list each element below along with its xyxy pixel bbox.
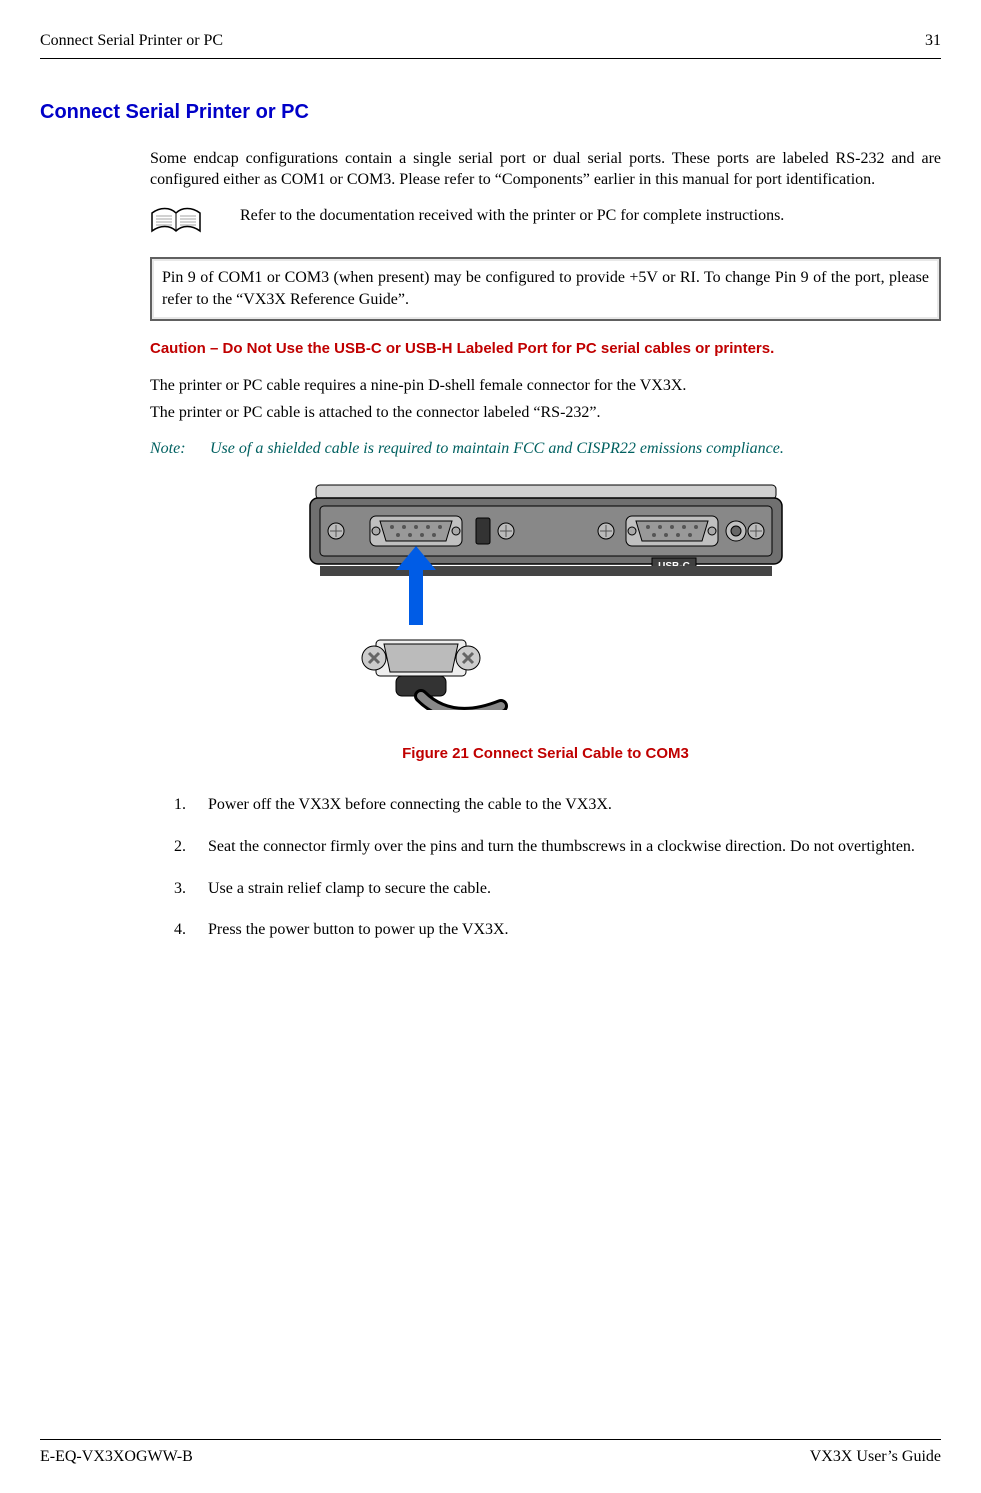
header-rule bbox=[40, 58, 941, 59]
refer-row: Refer to the documentation received with… bbox=[150, 205, 941, 244]
page-footer: E-EQ-VX3XOGWW-B VX3X User’s Guide bbox=[40, 1439, 941, 1468]
document-page: Connect Serial Printer or PC 31 Connect … bbox=[0, 0, 981, 1493]
open-book-icon bbox=[150, 207, 210, 244]
step-item: Press the power button to power up the V… bbox=[190, 919, 941, 941]
device-illustration: USB-C bbox=[296, 480, 796, 717]
note-body: Use of a shielded cable is required to m… bbox=[210, 438, 941, 460]
refer-text: Refer to the documentation received with… bbox=[240, 205, 941, 227]
step-item: Seat the connector firmly over the pins … bbox=[190, 836, 941, 858]
body-paragraph-2: The printer or PC cable is attached to t… bbox=[150, 402, 941, 424]
info-box: Pin 9 of COM1 or COM3 (when present) may… bbox=[150, 257, 941, 320]
header-left: Connect Serial Printer or PC bbox=[40, 30, 223, 52]
note-label: Note: bbox=[150, 438, 210, 460]
footer-rule bbox=[40, 1439, 941, 1440]
figure-wrap: USB-C bbox=[150, 480, 941, 717]
step-item: Use a strain relief clamp to secure the … bbox=[190, 878, 941, 900]
footer-left: E-EQ-VX3XOGWW-B bbox=[40, 1446, 193, 1468]
footer-right: VX3X User’s Guide bbox=[810, 1446, 941, 1468]
intro-paragraph: Some endcap configurations contain a sin… bbox=[150, 148, 941, 191]
steps-list: Power off the VX3X before connecting the… bbox=[190, 794, 941, 940]
serial-cable-connector bbox=[362, 640, 501, 710]
page-header-row: Connect Serial Printer or PC 31 bbox=[40, 30, 941, 52]
note-block: Note: Use of a shielded cable is require… bbox=[150, 438, 941, 460]
content-block: Some endcap configurations contain a sin… bbox=[150, 148, 941, 941]
caution-text: Caution – Do Not Use the USB-C or USB-H … bbox=[150, 339, 941, 359]
section-heading: Connect Serial Printer or PC bbox=[40, 99, 941, 126]
footer-row: E-EQ-VX3XOGWW-B VX3X User’s Guide bbox=[40, 1446, 941, 1468]
page-number: 31 bbox=[925, 30, 941, 52]
body-paragraph-1: The printer or PC cable requires a nine-… bbox=[150, 375, 941, 397]
figure-caption: Figure 21 Connect Serial Cable to COM3 bbox=[150, 744, 941, 764]
step-item: Power off the VX3X before connecting the… bbox=[190, 794, 941, 816]
